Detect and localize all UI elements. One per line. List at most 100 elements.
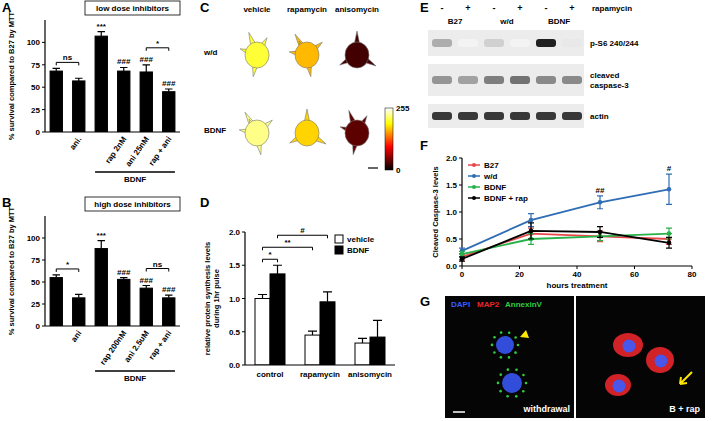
- cell-body: [295, 42, 319, 68]
- marker: [667, 187, 672, 192]
- annexin-spot: [499, 390, 502, 393]
- x-tick-label: 80: [688, 270, 697, 279]
- legend-label: B27: [484, 161, 499, 170]
- colorbar: [385, 108, 393, 170]
- annexin-spot: [507, 368, 510, 371]
- marker: [460, 257, 465, 262]
- title: low dose inhibitors: [96, 4, 169, 13]
- error-bar: [597, 227, 603, 238]
- lane-sign: -: [441, 3, 444, 13]
- panel-letter: C: [200, 0, 210, 15]
- y-tick-label: 2.0: [446, 154, 458, 163]
- y-tick-label: 100: [27, 234, 41, 243]
- neuron: [613, 333, 643, 357]
- y-tick-label: 0.5: [446, 235, 458, 244]
- error-bar: [459, 257, 465, 261]
- bar: [355, 343, 370, 365]
- error-bar: [143, 286, 150, 289]
- cell-image: [340, 110, 369, 154]
- annotation: ###: [140, 55, 154, 64]
- lane-sign: +: [465, 3, 470, 13]
- annexin-spot: [508, 331, 511, 334]
- panel-letter: F: [420, 138, 428, 153]
- band: [432, 39, 452, 47]
- significance-bracket: [263, 247, 313, 250]
- bar: [163, 298, 175, 326]
- row-label: BDNF: [204, 126, 226, 135]
- annotation: **: [284, 238, 291, 247]
- band: [458, 76, 478, 84]
- y-tick-label: 0.0: [446, 262, 458, 271]
- legend-label: BDNF: [484, 183, 506, 192]
- y-tick-label: 0.5: [229, 328, 241, 337]
- x-tick-label: rapamycin: [300, 370, 340, 379]
- lane-sign: -: [493, 3, 496, 13]
- marker: [529, 229, 534, 234]
- annexin-spot: [508, 356, 511, 359]
- annotation: *: [66, 260, 70, 269]
- annexin-spot: [497, 382, 500, 385]
- blot-strip: [428, 64, 584, 96]
- legend-label: vehicle: [347, 235, 375, 244]
- bar: [140, 288, 152, 326]
- panel-letter: E: [420, 0, 429, 15]
- error-bar: [53, 68, 60, 71]
- bar: [50, 71, 62, 132]
- scale-bar: [453, 411, 465, 413]
- y-tick-label: 0: [36, 128, 41, 137]
- annexin-spot: [522, 390, 525, 393]
- nucleus: [623, 340, 636, 353]
- title-box: [85, 197, 180, 211]
- legend-swatch: [335, 246, 343, 254]
- y-axis-title: relative protein synthesis levels: [203, 242, 212, 355]
- panel-letter: D: [200, 195, 209, 210]
- y-tick-label: 25: [31, 300, 40, 309]
- scale-bar: [368, 167, 378, 169]
- y-tick: [242, 232, 245, 233]
- bar: [305, 335, 320, 365]
- significance-bracket: [146, 48, 169, 51]
- y-axis-title: % survival compared to B27 by MTT: [7, 206, 16, 335]
- annexin-spot: [493, 336, 496, 339]
- band: [562, 76, 582, 84]
- annotation: ###: [140, 276, 154, 285]
- x-tick-label: anisomycin: [348, 370, 392, 379]
- annotation: ns: [63, 53, 73, 62]
- error-bar: [258, 295, 267, 299]
- legend-marker: [472, 163, 476, 167]
- bar: [95, 36, 107, 132]
- bar: [270, 274, 285, 365]
- y-tick: [242, 265, 245, 266]
- band: [484, 112, 504, 120]
- annotation: ***: [97, 231, 107, 240]
- annotation: ***: [97, 22, 107, 31]
- error-bar: [75, 78, 82, 81]
- annotation: ###: [162, 79, 176, 88]
- bar: [255, 299, 270, 366]
- group-label: BDNF: [124, 374, 146, 383]
- x-tick-label: 20: [515, 270, 524, 279]
- neuron: [646, 347, 674, 373]
- y-tick: [42, 132, 45, 133]
- y-tick: [42, 109, 45, 110]
- significance-bracket: [56, 269, 79, 272]
- nucleus: [502, 373, 522, 393]
- group-bracket: [95, 171, 175, 173]
- cell-body: [245, 120, 269, 146]
- y-tick: [459, 185, 462, 186]
- line: [462, 189, 669, 251]
- bar: [118, 71, 130, 132]
- x-axis: [245, 364, 395, 365]
- micrograph-image: [445, 296, 705, 418]
- x-tick: [692, 266, 693, 269]
- y-tick: [42, 238, 45, 239]
- error-bar: [666, 237, 672, 248]
- channel-label: AnnexinV: [505, 300, 543, 309]
- y-tick-label: 1.5: [446, 181, 458, 190]
- error-bar: [358, 338, 367, 343]
- background: [0, 0, 713, 421]
- cell-image: [340, 31, 376, 68]
- band: [484, 76, 504, 84]
- y-tick-label: 0: [36, 322, 41, 331]
- row-label: actin: [590, 112, 609, 121]
